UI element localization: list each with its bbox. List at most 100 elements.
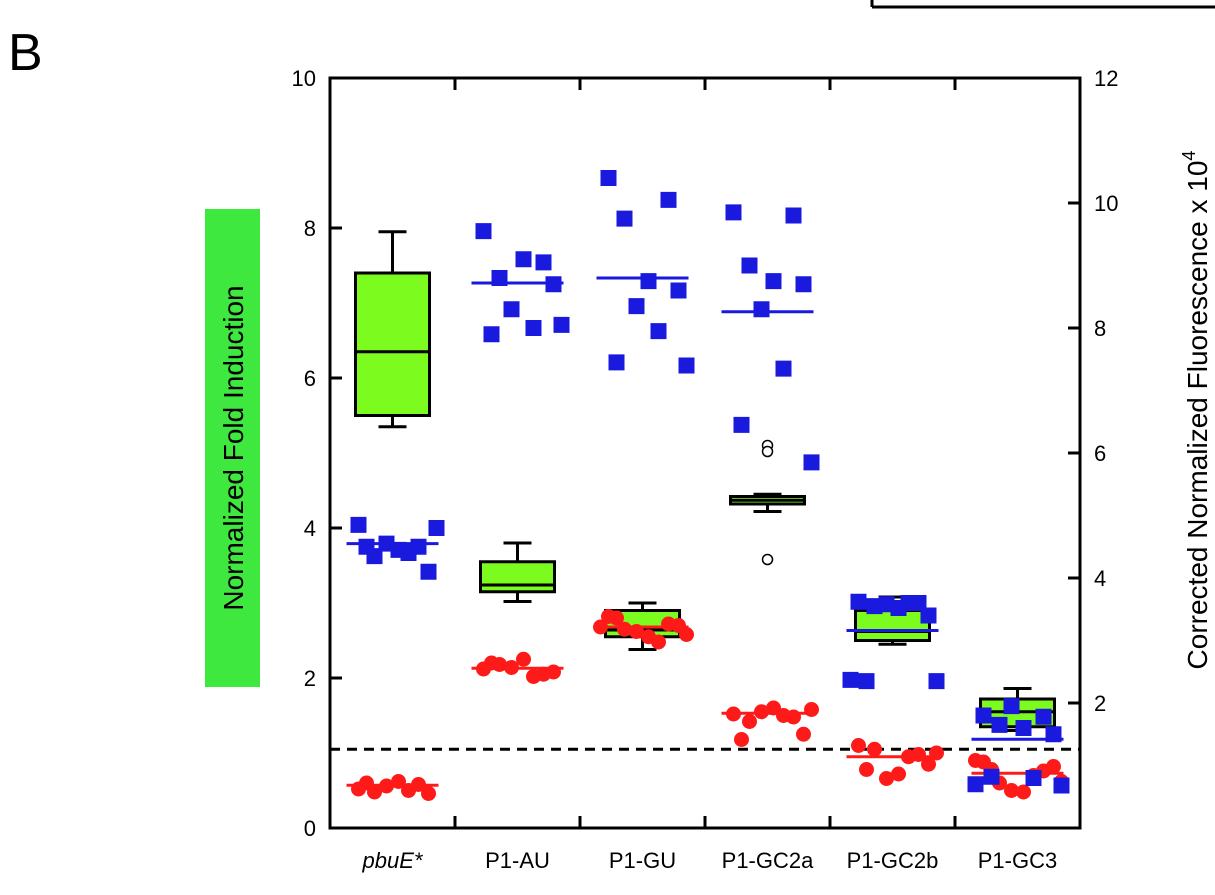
fluorescence-point	[878, 596, 895, 613]
fold-induction-point	[796, 726, 811, 742]
left-y-tick-label: 8	[304, 216, 316, 241]
fold-induction-point	[891, 766, 906, 782]
fluorescence-point	[803, 454, 820, 471]
fold-induction-point	[968, 753, 983, 768]
fold-induction-point	[379, 778, 394, 794]
left-y-tick-label: 2	[304, 666, 316, 691]
right-y-tick-label: 12	[1094, 66, 1118, 91]
fold-induction-point	[1016, 784, 1031, 800]
boxplot	[479, 541, 556, 603]
fluorescence-point	[1025, 770, 1042, 786]
fluorescence-point	[475, 223, 492, 240]
fold-induction-point	[742, 714, 757, 729]
fold-induction-point	[359, 775, 374, 791]
category-label: pbuE*	[362, 848, 424, 873]
fluorescence-point	[1015, 720, 1032, 736]
fluorescence-point	[795, 276, 812, 293]
fold-induction-point	[859, 762, 874, 777]
fold-induction-point	[776, 708, 791, 723]
fold-induction-point	[929, 745, 944, 761]
fluorescence-point	[765, 273, 782, 290]
plot-area: 0 2 4 6 8 10 2 4 6 8 10 12 pbuE* P1-AU P1-GU P1-GC2a P1-…	[292, 66, 1119, 873]
fold-induction-point	[921, 756, 936, 772]
fluorescence-point	[1053, 777, 1070, 794]
outlier-point	[761, 553, 774, 566]
outlier-point	[761, 445, 774, 458]
fold-induction-point	[726, 706, 741, 722]
fluorescence-point	[515, 251, 532, 268]
plot-frame	[328, 76, 1082, 830]
category-label: P1-GC2b	[847, 848, 939, 873]
fold-induction-point	[391, 774, 406, 789]
fluorescence-point	[400, 545, 417, 561]
fluorescence-point	[858, 673, 875, 690]
right-y-tick-label: 6	[1094, 441, 1106, 466]
boxplot	[354, 230, 431, 429]
fold-induction-point	[546, 664, 561, 680]
right-y-tick-label: 2	[1094, 691, 1106, 716]
fold-induction-point	[484, 655, 499, 671]
fluorescence-point	[1035, 708, 1052, 725]
category-label: P1-GU	[609, 848, 676, 873]
fluorescence-point	[491, 270, 508, 286]
fold-induction-point	[651, 634, 666, 650]
fluorescence-point	[733, 416, 750, 433]
category-label: P1-GC2a	[722, 848, 814, 873]
fluorescence-point	[850, 593, 867, 610]
fluorescence-point	[358, 538, 375, 555]
boxplot	[729, 439, 806, 566]
fold-induction-point	[401, 783, 416, 798]
fluorescence-point	[678, 357, 695, 374]
fluorescence-point	[600, 170, 617, 186]
fold-induction-point	[879, 771, 894, 786]
fluorescence-point	[741, 257, 758, 274]
fluorescence-point	[1045, 726, 1062, 743]
fluorescence-point	[350, 516, 367, 533]
fluorescence-point	[428, 520, 445, 536]
fluorescence-point	[785, 207, 802, 224]
fluorescence-point	[640, 273, 657, 290]
fluorescence-point	[900, 595, 917, 611]
category-label: P1-AU	[485, 848, 550, 873]
fluorescence-point	[628, 298, 645, 315]
fold-induction-point	[1046, 759, 1061, 774]
fluorescence-point	[420, 563, 437, 580]
left-axis-title: Normalized Fold Induction	[218, 285, 249, 610]
fluorescence-point	[920, 607, 937, 624]
fluorescence-point	[608, 354, 625, 371]
fold-induction-point	[609, 610, 624, 626]
panel-letter: B	[8, 24, 43, 82]
category-label: P1-GC3	[978, 848, 1057, 873]
fold-induction-point	[593, 619, 608, 635]
fluorescence-point	[545, 276, 562, 293]
right-y-tick-label: 4	[1094, 566, 1106, 591]
left-y-tick-label: 0	[304, 816, 316, 841]
fluorescence-point	[753, 301, 770, 318]
right-y-tick-label: 10	[1094, 191, 1118, 216]
fluorescence-point	[378, 535, 395, 552]
partial-frame-corner	[870, 0, 1215, 9]
fluorescence-point	[660, 191, 677, 208]
right-axis-title-main: Corrected Normalized Fluorescence x 10	[1182, 161, 1213, 670]
fluorescence-point	[503, 301, 520, 318]
fold-induction-point	[504, 660, 519, 675]
fluorescence-point	[525, 320, 542, 336]
fold-induction-point	[617, 621, 632, 637]
left-y-tick-label: 6	[304, 366, 316, 391]
left-y-tick-label: 10	[292, 66, 316, 91]
right-y-tick-label: 8	[1094, 316, 1106, 341]
fluorescence-point	[670, 282, 687, 299]
fluorescence-point	[483, 326, 500, 343]
fluorescence-point	[983, 768, 1000, 785]
fluorescence-point	[967, 776, 984, 793]
fold-induction-point	[421, 786, 436, 801]
box	[354, 271, 431, 417]
fold-induction-point	[1004, 783, 1019, 798]
fold-induction-point	[526, 669, 541, 684]
fold-induction-point	[804, 702, 819, 717]
left-y-tick-label: 4	[304, 516, 316, 541]
fluorescence-point	[616, 210, 633, 227]
fold-induction-point	[867, 741, 882, 757]
fold-induction-point	[516, 651, 531, 667]
